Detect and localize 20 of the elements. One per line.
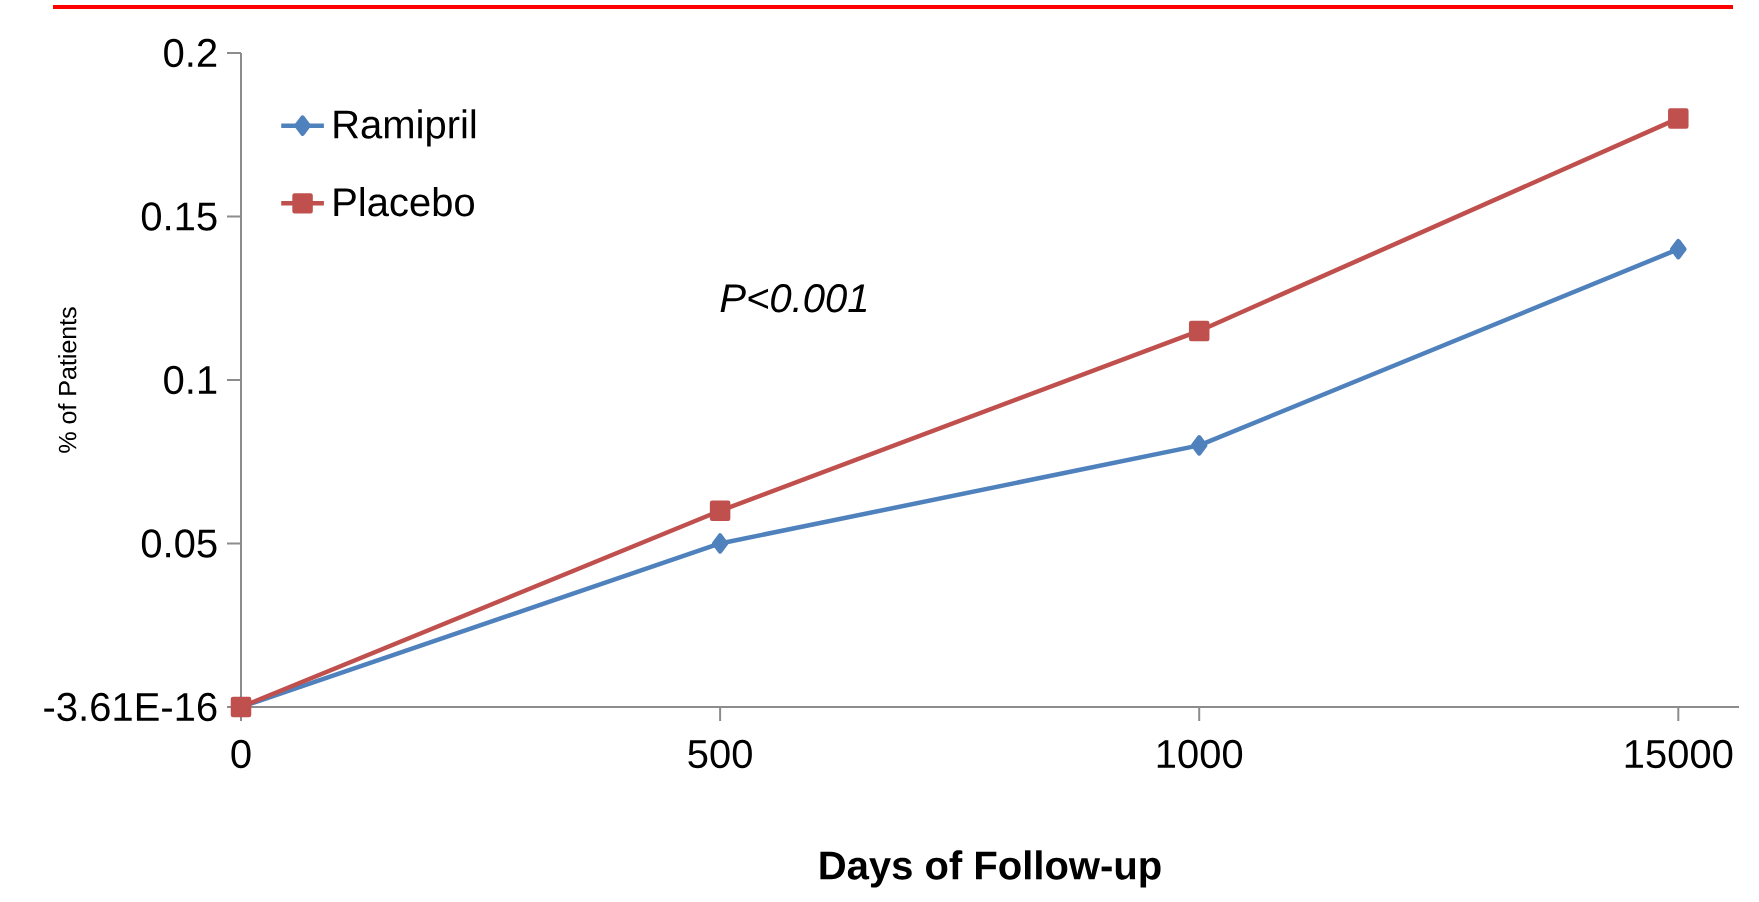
legend-label: Ramipril	[334, 109, 476, 147]
y-tick-label: 0.2	[164, 38, 217, 68]
point	[1668, 108, 1689, 129]
point	[709, 500, 731, 522]
y-axis-title: % of Patients	[58, 307, 77, 453]
y-tick-label: 0.05	[141, 529, 217, 558]
point	[711, 533, 729, 554]
x-tick-label: 500	[688, 739, 752, 769]
point	[1190, 435, 1208, 456]
x-tick-label: 15000	[1625, 739, 1733, 769]
annotation: P<0.001	[720, 284, 867, 313]
y-tick-label: 0.15	[141, 202, 217, 231]
legend-label: Placebo	[334, 187, 474, 217]
x-axis-title: Days of Follow-up	[820, 850, 1161, 888]
point	[1670, 238, 1687, 260]
y-tick-label: 0.1	[164, 365, 217, 395]
x-tick-label: 0	[231, 739, 251, 769]
x-tick-label: 1000	[1157, 739, 1243, 769]
y-tick-label: -3.61E-16	[44, 692, 217, 722]
point	[1188, 320, 1210, 342]
